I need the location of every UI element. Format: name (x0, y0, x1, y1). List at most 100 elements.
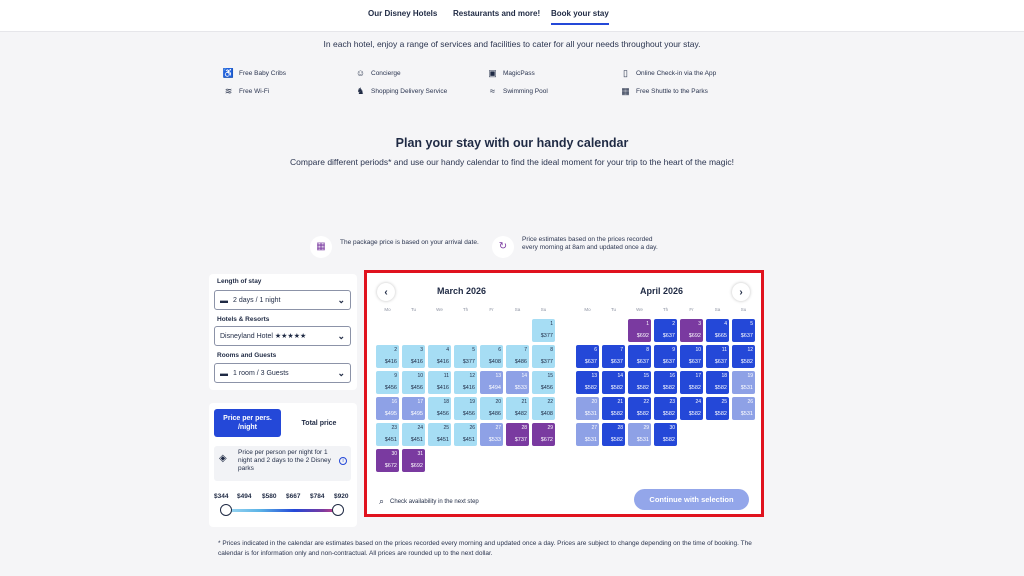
calendar-day[interactable]: 27 $533 (480, 423, 503, 446)
calendar-day[interactable]: 15 $582 (628, 371, 651, 394)
day-price: $582 (610, 411, 623, 417)
calendar-day[interactable]: 26 $531 (732, 397, 755, 420)
price-range-min-handle[interactable] (220, 504, 232, 516)
calendar-day[interactable]: 11 $416 (428, 371, 451, 394)
intro-text: In each hotel, enjoy a range of services… (323, 39, 701, 49)
calendar-day[interactable]: 7 $486 (506, 345, 529, 368)
amenity-wifi: ≋ Free Wi-Fi (224, 85, 270, 96)
day-number: 9 (394, 373, 397, 379)
info-icon[interactable]: i (339, 457, 347, 465)
calendar-day[interactable]: 13 $582 (576, 371, 599, 394)
scale-label: $494 (237, 493, 252, 500)
length-of-stay-select[interactable]: ▬ 2 days / 1 night ⌄ (214, 290, 351, 310)
calendar-day[interactable]: 6 $408 (480, 345, 503, 368)
hotel-select[interactable]: Disneyland Hotel ★★★★★ ⌄ (214, 326, 351, 346)
day-price: $451 (462, 437, 475, 443)
day-price: $582 (714, 385, 727, 391)
calendar-day[interactable]: 14 $533 (506, 371, 529, 394)
calendar-day[interactable]: 27 $531 (576, 423, 599, 446)
calendar-day[interactable]: 10 $637 (680, 345, 703, 368)
calendar-day[interactable]: 10 $456 (402, 371, 425, 394)
calendar-day[interactable]: 25 $451 (428, 423, 451, 446)
calendar-day[interactable]: 19 $531 (732, 371, 755, 394)
calendar-day[interactable]: 20 $531 (576, 397, 599, 420)
calendar-day[interactable]: 6 $637 (576, 345, 599, 368)
day-number: 22 (643, 399, 649, 405)
calendar-day[interactable]: 8 $637 (628, 345, 651, 368)
calendar-day[interactable]: 24 $451 (402, 423, 425, 446)
day-number: 23 (669, 399, 675, 405)
day-number: 23 (391, 425, 397, 431)
rooms-guests-label: Rooms and Guests (217, 352, 277, 359)
day-price: $582 (636, 411, 649, 417)
continue-button[interactable]: Continue with selection (634, 489, 749, 510)
filter-panel: Length of stay ▬ 2 days / 1 night ⌄ Hote… (209, 274, 357, 390)
calendar-day[interactable]: 23 $451 (376, 423, 399, 446)
calendar-day[interactable]: 31 $692 (402, 449, 425, 472)
day-number: 16 (391, 399, 397, 405)
next-month-button[interactable]: › (732, 283, 750, 301)
calendar-day[interactable]: 4 $416 (428, 345, 451, 368)
day-number: 4 (724, 321, 727, 327)
calendar-day[interactable]: 25 $582 (706, 397, 729, 420)
calendar-day[interactable]: 29 $672 (532, 423, 555, 446)
calendar-day[interactable]: 9 $637 (654, 345, 677, 368)
calendar-day[interactable]: 26 $451 (454, 423, 477, 446)
calendar-day[interactable]: 24 $582 (680, 397, 703, 420)
price-per-person-toggle[interactable]: Price per pers. /night (214, 409, 281, 437)
day-number: 10 (695, 347, 701, 353)
calendar-day[interactable]: 20 $486 (480, 397, 503, 420)
calendar-day[interactable]: 3 $692 (680, 319, 703, 342)
tab-book-your-stay[interactable]: Book your stay (551, 9, 609, 25)
day-number: 18 (721, 373, 727, 379)
calendar-day[interactable]: 18 $456 (428, 397, 451, 420)
calendar-day[interactable]: 30 $672 (376, 449, 399, 472)
calendar-day[interactable]: 4 $665 (706, 319, 729, 342)
calendar-day[interactable]: 11 $637 (706, 345, 729, 368)
calendar-day[interactable]: 23 $582 (654, 397, 677, 420)
weekday-label: Tu (410, 307, 417, 312)
price-range-max-handle[interactable] (332, 504, 344, 516)
calendar-day[interactable]: 16 $582 (654, 371, 677, 394)
calendar-day[interactable]: 19 $456 (454, 397, 477, 420)
calendar-day[interactable]: 18 $582 (706, 371, 729, 394)
calendar-day[interactable]: 29 $531 (628, 423, 651, 446)
calendar-day[interactable]: 1 $692 (628, 319, 651, 342)
calendar-day[interactable]: 5 $377 (454, 345, 477, 368)
calendar-day[interactable]: 15 $456 (532, 371, 555, 394)
calendar-day[interactable]: 12 $416 (454, 371, 477, 394)
calendar-day[interactable]: 21 $482 (506, 397, 529, 420)
calendar-day[interactable]: 16 $495 (376, 397, 399, 420)
previous-month-button[interactable]: ‹ (377, 283, 395, 301)
tab-restaurants[interactable]: Restaurants and more! (453, 9, 541, 18)
day-price: $533 (514, 385, 527, 391)
calendar-day[interactable]: 13 $494 (480, 371, 503, 394)
calendar-day[interactable]: 17 $495 (402, 397, 425, 420)
wifi-icon: ≋ (224, 85, 233, 96)
day-price: $494 (488, 385, 501, 391)
calendar-day[interactable]: 14 $582 (602, 371, 625, 394)
calendar-day[interactable]: 2 $637 (654, 319, 677, 342)
amenity-concierge: ☺ Concierge (355, 68, 401, 78)
calendar-day[interactable]: 3 $416 (402, 345, 425, 368)
total-price-toggle[interactable]: Total price (301, 419, 337, 427)
calendar-day[interactable]: 28 $582 (602, 423, 625, 446)
calendar-day[interactable]: 22 $408 (532, 397, 555, 420)
calendar-day[interactable]: 28 $737 (506, 423, 529, 446)
calendar-day[interactable]: 1 $377 (532, 319, 555, 342)
calendar-day[interactable]: 12 $582 (732, 345, 755, 368)
calendar-day[interactable]: 2 $416 (376, 345, 399, 368)
tab-our-disney-hotels[interactable]: Our Disney Hotels (368, 9, 438, 18)
calendar-day[interactable]: 9 $456 (376, 371, 399, 394)
calendar-day[interactable]: 5 $637 (732, 319, 755, 342)
day-number: 12 (747, 347, 753, 353)
calendar-day[interactable]: 21 $582 (602, 397, 625, 420)
calendar-day[interactable]: 22 $582 (628, 397, 651, 420)
rooms-guests-select[interactable]: ▬ 1 room / 3 Guests ⌄ (214, 363, 351, 383)
day-price: $495 (384, 411, 397, 417)
calendar-day[interactable]: 8 $377 (532, 345, 555, 368)
calendar-day[interactable]: 17 $582 (680, 371, 703, 394)
calendar-day[interactable]: 7 $637 (602, 345, 625, 368)
calendar-section-title: Plan your stay with our handy calendar (395, 136, 629, 150)
calendar-day[interactable]: 30 $582 (654, 423, 677, 446)
